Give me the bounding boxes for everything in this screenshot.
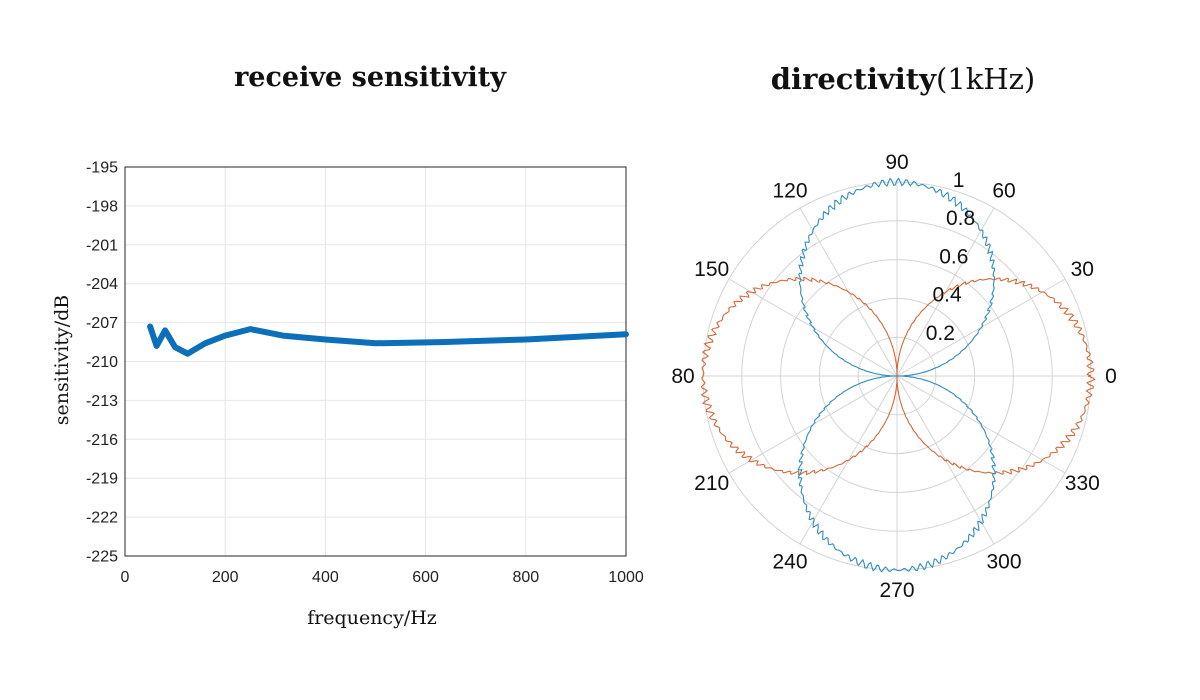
angle-tick-label: 240 xyxy=(772,550,807,573)
y-tick-label: -201 xyxy=(86,237,118,254)
angle-tick-label: 270 xyxy=(879,579,914,602)
x-tick-label: 1000 xyxy=(608,569,644,586)
y-tick-label: -222 xyxy=(86,510,118,527)
y-tick-label: -210 xyxy=(86,354,118,371)
x-tick-label: 800 xyxy=(512,569,539,586)
polar-spoke xyxy=(896,375,995,545)
x-tick-label: 400 xyxy=(312,569,339,586)
angle-tick-label: 90 xyxy=(885,151,908,174)
data-series xyxy=(147,323,629,357)
y-tick-label: -219 xyxy=(86,471,118,488)
sensitivity-line xyxy=(147,323,629,357)
radial-tick-label: 1 xyxy=(953,169,965,192)
x-axis-label: frequency/Hz xyxy=(307,607,437,629)
x-tick-label: 0 xyxy=(121,569,130,586)
plot-border xyxy=(124,166,627,557)
angle-tick-label: 0 xyxy=(1105,365,1117,388)
x-tick-label: 600 xyxy=(412,569,439,586)
right-chart-title-main: directivity xyxy=(770,62,936,96)
y-tick-label: -225 xyxy=(86,549,118,566)
angle-tick-label: 150 xyxy=(694,258,729,281)
polar-ring xyxy=(857,336,937,416)
y-tick-label: -204 xyxy=(86,276,118,293)
angle-tick-label: 60 xyxy=(992,180,1015,203)
radial-tick-label: 0.6 xyxy=(939,245,968,268)
y-tick-label: -213 xyxy=(86,393,118,410)
y-tick-label: -207 xyxy=(86,315,118,332)
polar-ring xyxy=(741,220,1053,532)
y-tick-label: -198 xyxy=(86,198,118,215)
y-tick-label: -216 xyxy=(86,432,118,449)
right-chart-title: directivity(1kHz) xyxy=(771,62,1035,96)
angle-tick-label: 300 xyxy=(986,550,1021,573)
angle-tick-label: 330 xyxy=(1065,472,1100,495)
y-tick-label: -195 xyxy=(86,160,118,177)
angle-tick-label: 30 xyxy=(1071,258,1094,281)
radial-tick-label: 0.8 xyxy=(946,207,975,230)
directivity-lobe xyxy=(700,276,1096,476)
angle-tick-label: 120 xyxy=(772,180,807,203)
right-chart-title-suffix: (1kHz) xyxy=(935,62,1036,96)
polar-ring xyxy=(780,259,1014,493)
polar-tick-labels: 0 30 60 90 120 150 80 210 240 270 300 330 0.2 0.4 0.6 0… xyxy=(671,151,1117,602)
angle-tick-label: 80 xyxy=(671,365,694,388)
y-axis-label: sensitivity/dB xyxy=(51,295,73,425)
polar-ring xyxy=(818,297,976,455)
radial-tick-label: 0.2 xyxy=(926,322,955,345)
x-tick-label: 200 xyxy=(212,569,239,586)
directivity-lobe xyxy=(797,177,997,573)
radial-tick-label: 0.4 xyxy=(933,284,963,307)
polar-series xyxy=(700,177,1096,573)
left-chart-title: receive sensitivity xyxy=(234,62,506,93)
tick-labels: 0 200 400 600 800 1000 -195 -198 -201 -204 -207 -21… xyxy=(86,160,644,587)
angle-tick-label: 210 xyxy=(694,472,729,495)
